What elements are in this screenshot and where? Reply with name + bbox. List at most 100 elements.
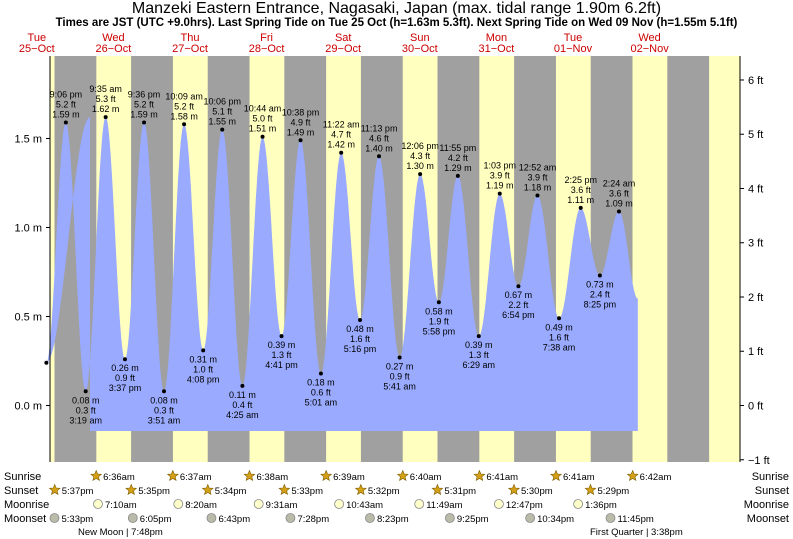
moonrise-time-label: 10:43am <box>346 500 383 511</box>
sunrise-sun-icon <box>550 469 563 482</box>
tide-extreme-point <box>298 138 303 143</box>
tide-time-label: 9:06 pm <box>50 89 83 99</box>
tide-extreme-point <box>397 355 402 360</box>
tide-extreme-point <box>597 273 602 278</box>
tide-ft-label: 4.2 ft <box>448 153 469 163</box>
moonset-moon-icon <box>206 513 217 523</box>
tide-time-label: 12:52 am <box>519 162 557 172</box>
tide-extreme-point <box>122 357 127 362</box>
sunrise-time-label: 6:38am <box>256 472 288 483</box>
tide-m-label: 0.27 m <box>386 361 414 371</box>
tide-time-label: 3:51 am <box>148 415 181 425</box>
day-date-label: 01−Nov <box>554 43 593 55</box>
right-tick-label: 0 ft <box>748 401 763 413</box>
tide-ft-label: 1.6 ft <box>549 332 570 342</box>
moonset-row-label-right: Moonset <box>747 513 789 525</box>
tide-extreme-point <box>455 173 460 178</box>
tide-ft-label: 2.4 ft <box>590 290 611 300</box>
tide-m-label: 1.40 m <box>365 143 393 153</box>
sunset-time-label: 5:35pm <box>138 486 170 497</box>
tide-m-label: 1.29 m <box>444 163 472 173</box>
day-name-label: Sat <box>335 32 352 44</box>
tide-m-label: 1.59 m <box>52 109 80 119</box>
tide-time-label: 5:58 pm <box>423 326 456 336</box>
sunset-time-label: 5:32pm <box>368 486 400 497</box>
tide-extreme-point <box>476 334 481 339</box>
moonrise-time-label: 9:31am <box>266 500 298 511</box>
tide-time-label: 10:06 pm <box>203 97 241 107</box>
sunrise-sun-icon <box>166 469 179 482</box>
moonrise-row-label: Moonrise <box>4 499 49 511</box>
tide-ft-label: 3.9 ft <box>527 172 548 182</box>
tide-ft-label: 0.6 ft <box>311 387 332 397</box>
day-name-label: Mon <box>486 32 507 44</box>
tide-time-label: 1:03 pm <box>483 161 516 171</box>
moon-phase-label: First Quarter | 3:38pm <box>590 527 683 538</box>
tide-ft-label: 5.2 ft <box>56 99 77 109</box>
day-date-label: 27−Oct <box>172 43 208 55</box>
tide-ft-label: 1.3 ft <box>272 350 293 360</box>
day-header-layer: Tue25−OctWed26−OctThu27−OctFri28−OctSat2… <box>19 32 669 55</box>
sunset-time-label: 5:37pm <box>62 486 94 497</box>
tide-extreme-point <box>616 209 621 214</box>
right-tick-label: 1 ft <box>748 346 763 358</box>
tide-extreme-point <box>578 205 583 210</box>
right-tick-label: 5 ft <box>748 129 763 141</box>
tide-extreme-point <box>318 371 323 376</box>
tide-time-label: 3:37 pm <box>109 383 142 393</box>
tide-labels-layer: 9:06 pm5.2 ft1.59 m0.08 m0.3 ft3:19 am9:… <box>44 84 635 425</box>
sunset-sun-icon <box>125 483 138 496</box>
tide-ft-label: 5.2 ft <box>134 99 155 109</box>
sunrise-row-label-right: Sunrise <box>752 471 789 483</box>
tide-time-label: 6:29 am <box>463 360 496 370</box>
tide-time-label: 5:01 am <box>305 397 338 407</box>
tide-m-label: 1.30 m <box>406 161 434 171</box>
day-date-label: 28−Oct <box>249 43 285 55</box>
day-date-label: 25−Oct <box>19 43 55 55</box>
tide-extreme-point <box>339 150 344 155</box>
tide-time-label: 5:16 pm <box>344 344 377 354</box>
moonrise-moon-icon <box>414 499 425 509</box>
tide-ft-label: 5.3 ft <box>96 94 117 104</box>
moonset-moon-icon <box>525 513 536 523</box>
moonrise-moon-icon <box>334 499 345 509</box>
tide-m-label: 0.39 m <box>268 340 296 350</box>
tide-time-label: 10:44 am <box>244 104 282 114</box>
tide-m-label: 1.59 m <box>130 109 158 119</box>
day-name-label: Thu <box>181 32 200 44</box>
moonset-moon-icon <box>605 513 616 523</box>
tide-ft-label: 3.9 ft <box>490 171 511 181</box>
moonset-moon-icon <box>444 513 455 523</box>
tide-m-label: 1.51 m <box>249 124 277 134</box>
tide-time-label: 4:25 am <box>226 410 259 420</box>
tide-m-label: 0.08 m <box>150 395 178 405</box>
tide-m-label: 0.67 m <box>505 290 533 300</box>
tide-m-label: 1.11 m <box>567 195 594 205</box>
moon-phase-label: New Moon | 7:48pm <box>78 527 163 538</box>
moonrise-time-label: 12:47pm <box>506 500 543 511</box>
day-date-label: 29−Oct <box>325 43 361 55</box>
tide-m-label: 0.31 m <box>189 354 217 364</box>
tide-extreme-point <box>44 360 49 365</box>
moonset-time-label: 5:33pm <box>62 514 94 525</box>
tide-time-label: 11:13 pm <box>361 123 398 133</box>
tide-ft-label: 0.9 ft <box>115 373 136 383</box>
tide-m-label: 1.42 m <box>327 140 355 150</box>
tide-extreme-point <box>279 334 284 339</box>
tide-ft-label: 5.1 ft <box>212 107 233 117</box>
sunset-sun-icon <box>354 483 367 496</box>
day-name-label: Wed <box>638 32 660 44</box>
tide-extreme-point <box>103 115 108 120</box>
sunrise-sun-icon <box>90 469 103 482</box>
tide-ft-label: 0.9 ft <box>390 371 411 381</box>
sunrise-time-label: 6:36am <box>103 472 135 483</box>
tide-time-label: 8:25 pm <box>584 300 617 310</box>
tide-m-label: 0.18 m <box>307 377 335 387</box>
tide-ft-label: 1.3 ft <box>469 350 490 360</box>
tide-ft-label: 0.4 ft <box>232 400 253 410</box>
right-tick-label: 4 ft <box>748 183 763 195</box>
tide-ft-label: 4.6 ft <box>369 133 390 143</box>
day-name-label: Tue <box>28 32 47 44</box>
tide-ft-label: 2.2 ft <box>508 300 529 310</box>
